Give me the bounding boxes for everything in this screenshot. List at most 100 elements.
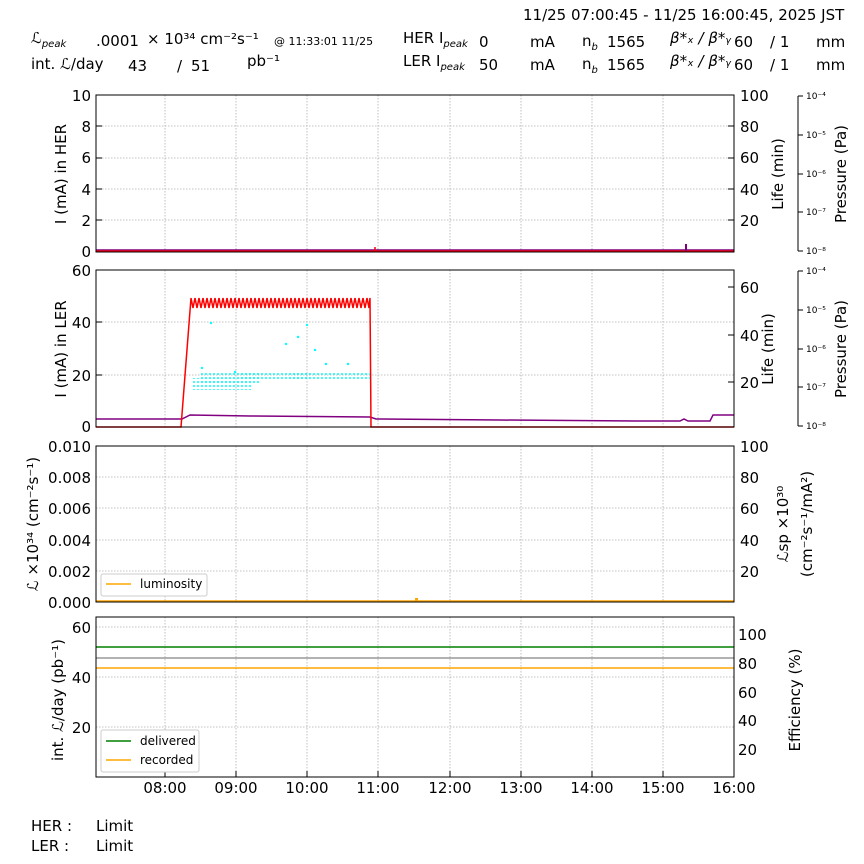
intL-sep: / [177, 57, 183, 75]
ler-beta-y: / 1 [770, 56, 790, 74]
svg-text:60: 60 [72, 619, 91, 637]
svg-text:20: 20 [740, 374, 759, 392]
ler-status-value: Limit [96, 837, 134, 855]
svg-text:40: 40 [740, 532, 759, 550]
svg-text:10⁻⁵: 10⁻⁵ [806, 131, 826, 141]
svg-text:Life (min): Life (min) [759, 313, 777, 385]
svg-text:100: 100 [740, 87, 769, 105]
ler-beta-label: β*ₓ / β*ᵧ [670, 52, 731, 70]
svg-text:80: 80 [740, 118, 759, 136]
svg-text:I (mA) in LER: I (mA) in LER [52, 300, 70, 397]
svg-text:16:00: 16:00 [712, 779, 755, 797]
intL-recorded: 43 [128, 57, 148, 75]
intlumi-panel: 60 40 20 100 80 60 40 20 08:00 09:00 10:00 11:0… [49, 616, 804, 797]
her-nb-sub: b [591, 42, 598, 53]
ler-ipeak-unit: mA [530, 56, 555, 74]
svg-text:10⁻⁶: 10⁻⁶ [806, 345, 826, 355]
ler-beta-unit: mm [816, 56, 846, 74]
ler-nb-value: 1565 [607, 56, 646, 74]
ler-ipeak-label: LER Ipeak [403, 52, 465, 73]
svg-text:6: 6 [81, 149, 91, 167]
svg-text:recorded: recorded [140, 753, 193, 767]
her-ipeak-unit: mA [530, 33, 555, 51]
intL-label: int. ℒ/day [31, 55, 104, 73]
her-label-sub: peak [443, 39, 468, 50]
svg-text:(cm⁻²s⁻¹/mA²): (cm⁻²s⁻¹/mA²) [798, 471, 816, 577]
svg-text:0.002: 0.002 [48, 563, 91, 581]
svg-text:2: 2 [81, 212, 91, 230]
svg-text:delivered: delivered [140, 734, 196, 748]
svg-text:20: 20 [740, 563, 759, 581]
lpeak-sub: peak [41, 39, 67, 50]
svg-text:11:00: 11:00 [356, 779, 399, 797]
her-nb-label: nb [582, 32, 598, 53]
ler-nb-sub: b [591, 65, 598, 76]
lpeak-label: ℒpeak [31, 29, 66, 50]
svg-text:luminosity: luminosity [140, 577, 202, 591]
svg-text:20: 20 [740, 212, 759, 230]
svg-text:20: 20 [72, 367, 91, 385]
intL-delivered: 51 [191, 57, 211, 75]
svg-text:09:00: 09:00 [214, 779, 257, 797]
svg-text:0: 0 [81, 418, 91, 436]
lpeak-symbol: ℒ [31, 29, 42, 47]
ler-label-sub: peak [440, 62, 465, 73]
her-beta-y: / 1 [770, 33, 790, 51]
her-ipeak-label: HER Ipeak [403, 29, 468, 50]
svg-text:Pressure (Pa): Pressure (Pa) [832, 300, 850, 398]
her-status-label: HER : [31, 817, 73, 835]
ler-nb-text: n [582, 55, 592, 73]
svg-text:10⁻⁶: 10⁻⁶ [806, 170, 826, 180]
svg-text:0.004: 0.004 [48, 532, 91, 550]
svg-text:10⁻⁸: 10⁻⁸ [806, 422, 826, 432]
her-status-value: Limit [96, 817, 134, 835]
svg-text:20: 20 [738, 741, 757, 759]
svg-text:10:00: 10:00 [285, 779, 328, 797]
svg-text:80: 80 [740, 469, 759, 487]
svg-text:10⁻⁵: 10⁻⁵ [806, 306, 826, 316]
svg-text:10: 10 [72, 87, 91, 105]
svg-text:12:00: 12:00 [428, 779, 471, 797]
ler-ipeak-value: 50 [479, 56, 499, 74]
her-beta-x: 60 [734, 33, 754, 51]
svg-text:40: 40 [740, 181, 759, 199]
svg-text:Efficiency (%): Efficiency (%) [786, 649, 804, 752]
svg-text:8: 8 [81, 118, 91, 136]
lpeak-unit: × 10³⁴ cm⁻²s⁻¹ [147, 30, 259, 48]
svg-text:0.000: 0.000 [48, 594, 91, 612]
svg-text:int. ℒ/day (pb⁻¹): int. ℒ/day (pb⁻¹) [49, 639, 67, 761]
lpeak-time: @ 11:33:01 11/25 [274, 35, 374, 48]
svg-text:20: 20 [72, 719, 91, 737]
lpeak-value: .0001 [96, 32, 139, 50]
her-label-text: HER I [403, 29, 444, 47]
ler-label-text: LER I [403, 52, 441, 70]
svg-text:60: 60 [740, 279, 759, 297]
time-range: 11/25 07:00:45 - 11/25 16:00:45, 2025 JS… [523, 6, 845, 24]
svg-text:40: 40 [72, 669, 91, 687]
ler-nb-label: nb [582, 55, 598, 76]
svg-text:0.006: 0.006 [48, 500, 91, 518]
svg-text:0.010: 0.010 [48, 438, 91, 456]
ler-beta-x: 60 [734, 56, 754, 74]
svg-text:0: 0 [81, 243, 91, 261]
ler-status-label: LER : [31, 837, 70, 855]
svg-text:14:00: 14:00 [570, 779, 613, 797]
svg-text:100: 100 [740, 438, 769, 456]
svg-text:40: 40 [738, 712, 757, 730]
svg-text:80: 80 [738, 655, 757, 673]
svg-text:60: 60 [740, 149, 759, 167]
svg-text:40: 40 [72, 314, 91, 332]
svg-text:40: 40 [740, 327, 759, 345]
her-nb-text: n [582, 32, 592, 50]
svg-text:Pressure (Pa): Pressure (Pa) [832, 125, 850, 223]
svg-text:60: 60 [740, 500, 759, 518]
her-beta-unit: mm [816, 33, 846, 51]
svg-text:10⁻⁷: 10⁻⁷ [806, 208, 826, 218]
her-ipeak-value: 0 [479, 33, 489, 51]
svg-text:ℒsp ×10³⁰: ℒsp ×10³⁰ [774, 486, 792, 563]
svg-text:10⁻⁴: 10⁻⁴ [806, 267, 826, 277]
